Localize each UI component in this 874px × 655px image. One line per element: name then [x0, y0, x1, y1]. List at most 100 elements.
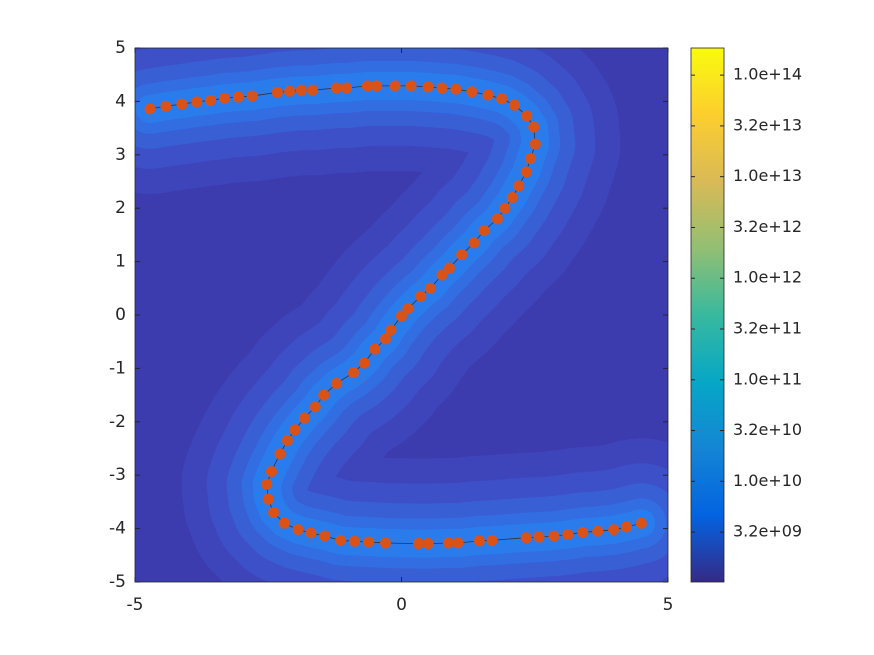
- point: [436, 269, 448, 281]
- point: [389, 80, 401, 92]
- point: [422, 538, 434, 550]
- point: [506, 192, 518, 204]
- point: [330, 82, 342, 94]
- point: [466, 86, 478, 98]
- point: [349, 535, 361, 547]
- point: [548, 530, 560, 542]
- point: [160, 100, 172, 112]
- point: [271, 86, 283, 98]
- point: [176, 98, 188, 110]
- point: [577, 526, 589, 538]
- point: [219, 92, 231, 104]
- point: [298, 412, 310, 424]
- point: [362, 536, 374, 548]
- y-tick-label: 0: [115, 305, 126, 325]
- axes: -5 0 5 -5 -4 -3 -2 -1 0 1 2 3 4 5: [109, 38, 673, 615]
- point: [289, 424, 301, 436]
- point: [452, 537, 464, 549]
- x-tick-label: 0: [396, 595, 407, 615]
- point: [442, 537, 454, 549]
- point: [265, 465, 277, 477]
- y-tick-label: 2: [115, 198, 126, 218]
- point: [413, 538, 425, 550]
- point: [191, 96, 203, 108]
- point: [478, 225, 490, 237]
- point: [443, 262, 455, 274]
- point: [305, 527, 317, 539]
- point: [274, 448, 286, 460]
- point: [380, 537, 392, 549]
- point: [284, 85, 296, 97]
- point: [278, 517, 290, 529]
- y-tick-label: -3: [109, 465, 126, 485]
- point: [232, 91, 244, 103]
- colorbar-tick-label: 3.2e+09: [733, 522, 802, 541]
- point: [369, 343, 381, 355]
- point: [468, 237, 480, 249]
- y-tick-label: -4: [109, 519, 126, 539]
- y-tick-label: 3: [115, 145, 126, 165]
- point: [385, 324, 397, 336]
- y-tick-label: 4: [115, 91, 126, 111]
- colorbar-tick-label: 1.0e+10: [733, 471, 802, 490]
- point: [281, 434, 293, 446]
- point: [486, 534, 498, 546]
- point: [424, 282, 436, 294]
- y-tick-label: -1: [109, 358, 126, 378]
- point: [261, 478, 273, 490]
- point: [496, 93, 508, 105]
- point: [358, 357, 370, 369]
- point: [318, 389, 330, 401]
- point: [608, 524, 620, 536]
- point: [499, 202, 511, 214]
- point: [330, 377, 342, 389]
- point: [521, 110, 533, 122]
- y-tick-label: 1: [115, 252, 126, 272]
- x-tick-label: 5: [663, 595, 674, 615]
- point: [415, 290, 427, 302]
- point: [295, 84, 307, 96]
- point: [635, 517, 647, 529]
- point: [405, 80, 417, 92]
- colorbar: 3.2e+09 1.0e+10 3.2e+10 1.0e+11 3.2e+11 1.0e+…: [690, 47, 802, 583]
- point: [508, 99, 520, 111]
- point: [620, 521, 632, 533]
- point: [396, 310, 407, 322]
- plot-area: [135, 48, 668, 582]
- point: [513, 180, 525, 192]
- point: [402, 303, 414, 315]
- point: [292, 524, 304, 536]
- point: [319, 530, 331, 542]
- point: [491, 213, 503, 225]
- point: [422, 81, 434, 93]
- point: [380, 333, 392, 345]
- colorbar-tick-label: 1.0e+13: [733, 166, 802, 185]
- point: [144, 103, 156, 115]
- colorbar-tick-label: 1.0e+12: [733, 268, 802, 287]
- point: [309, 401, 321, 413]
- colorbar-tick-label: 1.0e+11: [733, 369, 802, 388]
- point: [436, 82, 448, 94]
- point: [306, 84, 318, 96]
- point: [524, 153, 536, 165]
- colorbar-tick-label: 3.2e+12: [733, 217, 802, 236]
- colorbar-tick-label: 3.2e+10: [733, 420, 802, 439]
- point: [592, 525, 604, 537]
- point: [528, 121, 540, 133]
- point: [529, 138, 541, 150]
- point: [533, 531, 545, 543]
- point: [361, 80, 373, 92]
- point: [205, 94, 217, 106]
- point: [341, 82, 353, 94]
- y-tick-label: -2: [109, 412, 126, 432]
- point: [520, 166, 532, 178]
- point: [268, 507, 280, 519]
- colorbar-tick-label: 3.2e+11: [733, 319, 802, 338]
- colorbar-tick-label: 3.2e+13: [733, 115, 802, 134]
- point: [473, 535, 485, 547]
- colorbar-scale: [690, 47, 725, 583]
- point: [262, 493, 274, 505]
- point: [348, 367, 360, 379]
- point: [450, 83, 462, 95]
